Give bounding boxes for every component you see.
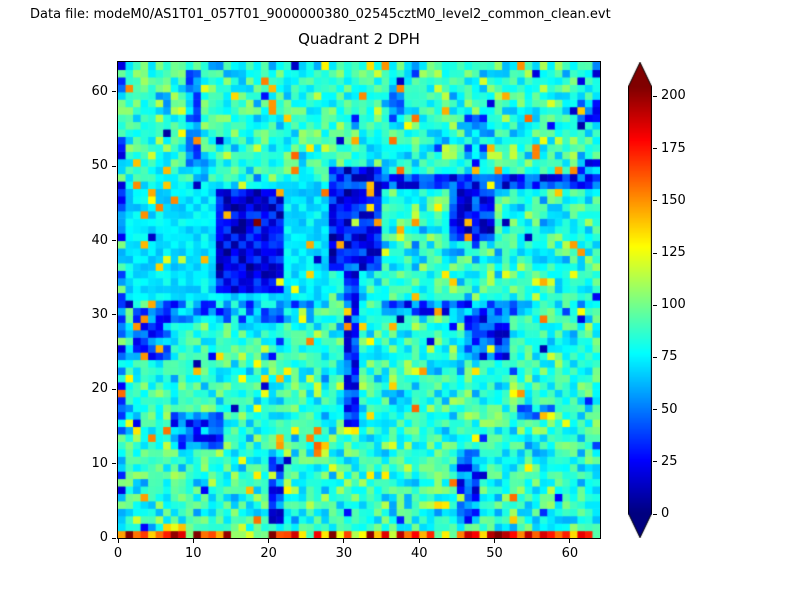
y-tick-mark [112, 165, 116, 167]
x-tick-label: 60 [561, 546, 579, 561]
chart-title: Quadrant 2 DPH [298, 30, 420, 48]
y-tick-label: 60 [91, 83, 108, 99]
colorbar-tick-label: 0 [661, 506, 670, 521]
colorbar-tick-label: 150 [661, 192, 686, 208]
y-tick-label: 0 [99, 530, 108, 545]
y-tick-mark [112, 314, 116, 316]
colorbar-tick-label: 100 [661, 297, 686, 313]
x-tick-label: 30 [335, 546, 353, 561]
y-tick-mark [112, 91, 116, 93]
y-tick-label: 40 [91, 232, 108, 248]
colorbar-tick-label: 125 [661, 245, 686, 261]
x-tick-mark [569, 539, 571, 543]
x-tick-mark [192, 539, 194, 543]
y-tick-mark [112, 537, 116, 539]
colorbar-tick-mark [653, 252, 657, 254]
y-tick-mark [112, 240, 116, 241]
heatmap-canvas [118, 62, 600, 538]
colorbar-tick-mark [653, 461, 657, 463]
colorbar-tick-mark [653, 409, 657, 411]
x-tick-mark [494, 539, 496, 543]
y-tick-mark [112, 388, 116, 390]
colorbar-tick-mark [653, 304, 657, 306]
colorbar-tick-mark [653, 95, 657, 97]
x-tick-label: 0 [113, 546, 123, 561]
colorbar-tick-label: 200 [661, 88, 686, 104]
colorbar-tick-mark [653, 200, 657, 202]
y-tick-mark [112, 463, 116, 465]
x-tick-mark [418, 539, 420, 543]
x-tick-label: 50 [486, 546, 503, 561]
y-tick-label: 20 [91, 381, 108, 397]
colorbar-tick-mark [653, 356, 657, 358]
colorbar-tick-mark [653, 148, 657, 150]
x-tick-label: 20 [260, 546, 277, 561]
x-tick-mark [343, 539, 345, 543]
colorbar-tick-label: 25 [661, 453, 678, 469]
colorbar-tick-label: 50 [661, 401, 678, 417]
data-file-header: Data file: modeM0/AS1T01_057T01_90000003… [30, 7, 611, 22]
y-tick-label: 50 [91, 158, 108, 174]
y-tick-label: 30 [91, 306, 108, 322]
x-tick-label: 40 [410, 546, 428, 561]
x-tick-label: 10 [185, 546, 202, 561]
plot-area [117, 61, 601, 539]
y-tick-label: 10 [91, 455, 108, 471]
x-tick-mark [268, 539, 270, 543]
colorbar-tick-label: 75 [661, 349, 678, 365]
colorbar-tick-mark [653, 513, 657, 515]
colorbar-canvas [628, 62, 652, 538]
colorbar-tick-label: 175 [661, 140, 686, 156]
x-tick-mark [117, 539, 119, 543]
